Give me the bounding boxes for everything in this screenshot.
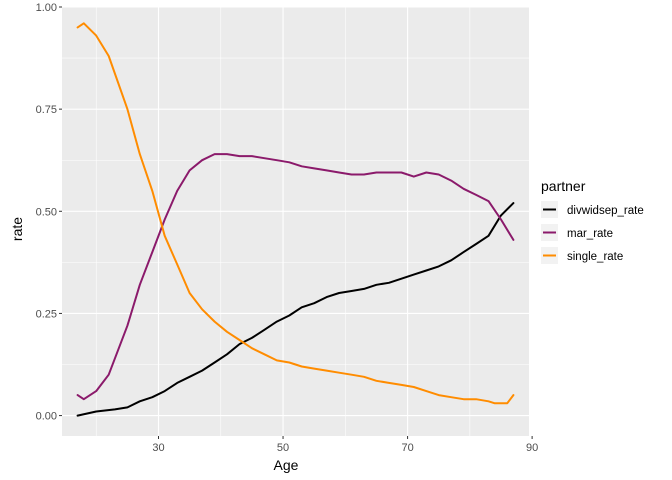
y-tick-label: 1.00: [36, 2, 57, 14]
y-tick-label: 0.50: [36, 206, 57, 218]
series-line-single_rate: [76, 22, 515, 405]
legend-label-single_rate: single_rate: [567, 251, 623, 263]
plot-panel: [62, 7, 529, 436]
grid-major: [62, 6, 533, 436]
x-axis: 30 50 70 90: [152, 436, 538, 454]
x-tick-label: 30: [152, 442, 164, 454]
series-line-divwidsep_rate: [76, 202, 515, 417]
x-tick-label: 70: [401, 442, 413, 454]
y-axis-title: rate: [9, 217, 25, 241]
x-tick-label: 50: [277, 442, 289, 454]
legend-title: partner: [541, 178, 586, 194]
x-tick-label: 90: [526, 442, 538, 454]
series-line-mar_rate: [76, 153, 515, 401]
y-axis: 0.00 0.25 0.50 0.75 1.00: [36, 2, 62, 423]
y-tick-label: 0.25: [36, 308, 57, 320]
y-tick-label: 0.75: [36, 104, 57, 116]
legend-label-mar_rate: mar_rate: [567, 228, 613, 240]
series-lines: [76, 22, 515, 417]
legend: partner divwidsep_rate mar_rate single_rat…: [541, 178, 644, 264]
x-axis-title: Age: [274, 457, 299, 473]
y-tick-label: 0.00: [36, 411, 57, 423]
legend-label-divwidsep_rate: divwidsep_rate: [567, 205, 644, 217]
legend-items: divwidsep_rate mar_rate single_rate: [541, 201, 644, 264]
